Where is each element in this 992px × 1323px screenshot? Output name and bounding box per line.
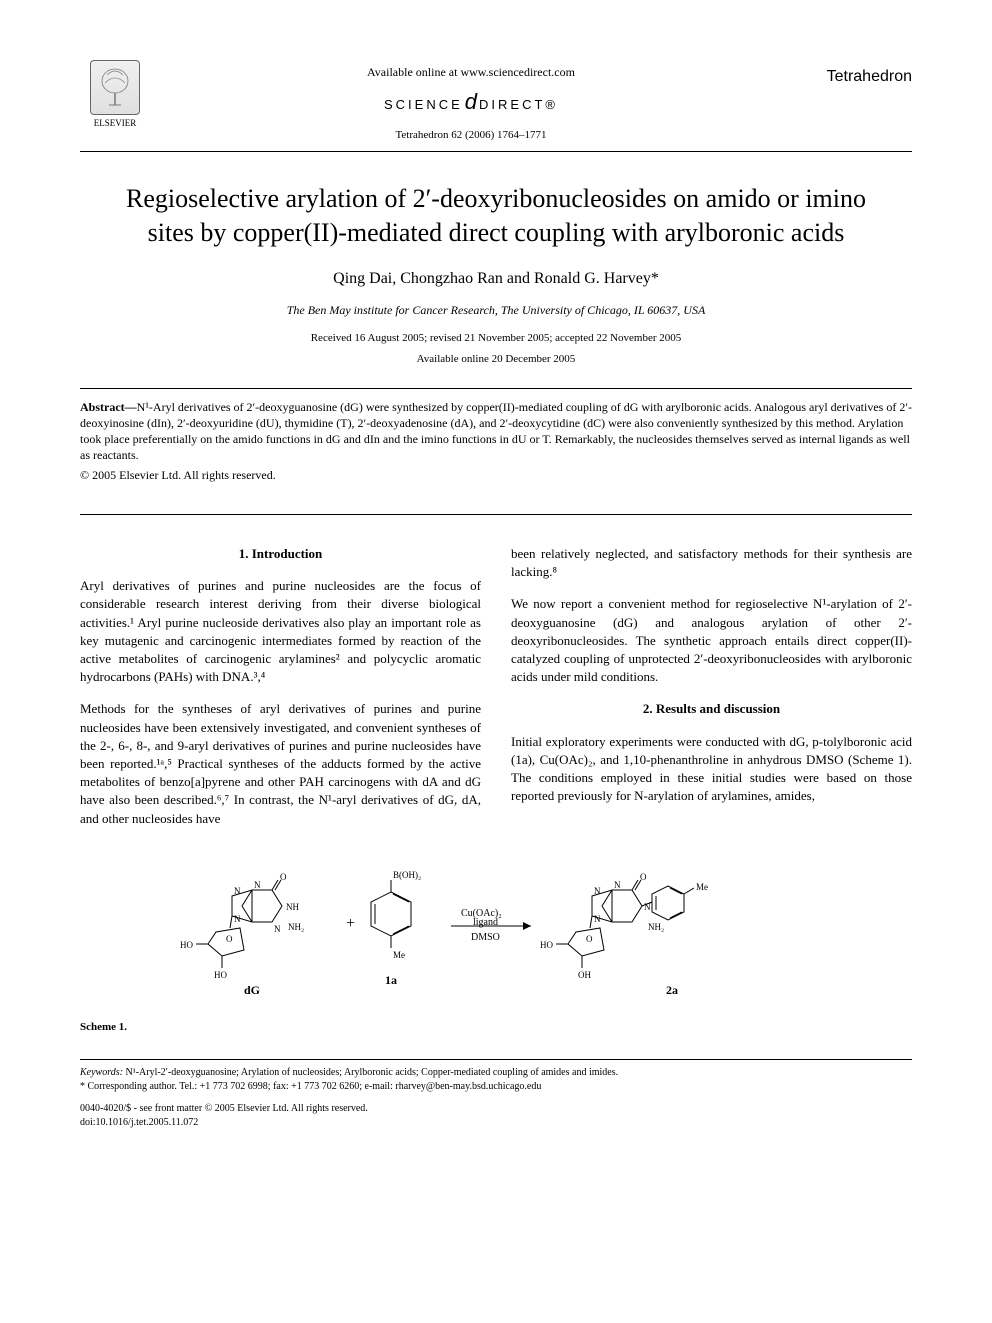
footer: Keywords: N¹-Aryl-2′-deoxyguanosine; Ary… xyxy=(80,1059,912,1130)
svg-text:NH₂: NH₂ xyxy=(648,922,664,932)
abstract-label: Abstract— xyxy=(80,400,137,414)
publisher-logo: ELSEVIER xyxy=(80,60,150,140)
reagent-mid: ligand xyxy=(473,917,498,928)
intro-para-1: Aryl derivatives of purines and purine n… xyxy=(80,577,481,686)
svg-text:HO: HO xyxy=(540,940,553,950)
svg-text:N: N xyxy=(594,886,601,896)
sd-right: DIRECT® xyxy=(479,97,558,112)
header: ELSEVIER Available online at www.science… xyxy=(80,60,912,143)
section-1-heading: 1. Introduction xyxy=(80,545,481,563)
scheme-1-svg: N N N NH N O NH₂ O HO HO dG + xyxy=(176,862,816,1012)
svg-text:HO: HO xyxy=(180,940,193,950)
keywords-text: N¹-Aryl-2′-deoxyguanosine; Arylation of … xyxy=(125,1067,618,1078)
header-center: Available online at www.sciencedirect.co… xyxy=(150,60,792,143)
sd-d-icon: d xyxy=(463,89,479,114)
elsevier-tree-icon xyxy=(90,60,140,115)
available-online-date: Available online 20 December 2005 xyxy=(80,352,912,367)
keywords-label: Keywords: xyxy=(80,1067,125,1078)
available-online-text: Available online at www.sciencedirect.co… xyxy=(150,64,792,81)
left-column: 1. Introduction Aryl derivatives of puri… xyxy=(80,545,481,842)
authors: Qing Dai, Chongzhao Ran and Ronald G. Ha… xyxy=(80,268,912,290)
svg-text:HO: HO xyxy=(214,970,227,980)
header-rule xyxy=(80,151,912,152)
svg-text:Me: Me xyxy=(696,882,708,892)
reagent-bot: DMSO xyxy=(471,932,500,943)
publisher-name: ELSEVIER xyxy=(94,117,137,130)
svg-text:NH₂: NH₂ xyxy=(288,922,304,932)
keywords-line: Keywords: N¹-Aryl-2′-deoxyguanosine; Ary… xyxy=(80,1066,912,1080)
scheme-1: N N N NH N O NH₂ O HO HO dG + xyxy=(80,862,912,1035)
svg-text:N: N xyxy=(234,886,241,896)
corresponding-author: * Corresponding author. Tel.: +1 773 702… xyxy=(80,1080,912,1094)
body-columns: 1. Introduction Aryl derivatives of puri… xyxy=(80,545,912,842)
sciencedirect-logo: SCIENCEdDIRECT® xyxy=(150,87,792,118)
svg-text:O: O xyxy=(586,934,593,944)
journal-name: Tetrahedron xyxy=(792,60,912,88)
abstract-bottom-rule xyxy=(80,514,912,515)
section-2-heading: 2. Results and discussion xyxy=(511,700,912,718)
intro-para-3: been relatively neglected, and satisfact… xyxy=(511,545,912,581)
abstract: Abstract—N¹-Aryl derivatives of 2′-deoxy… xyxy=(80,399,912,464)
svg-text:OH: OH xyxy=(578,970,591,980)
front-matter: 0040-4020/$ - see front matter © 2005 El… xyxy=(80,1102,912,1116)
scheme-1-label: Scheme 1. xyxy=(80,1020,912,1035)
svg-text:O: O xyxy=(640,872,647,882)
svg-text:B(OH)₂: B(OH)₂ xyxy=(393,870,421,880)
received-dates: Received 16 August 2005; revised 21 Nove… xyxy=(80,331,912,346)
svg-text:N: N xyxy=(234,914,241,924)
svg-text:NH: NH xyxy=(286,902,299,912)
svg-text:O: O xyxy=(280,872,287,882)
affiliation: The Ben May institute for Cancer Researc… xyxy=(80,302,912,319)
abstract-copyright: © 2005 Elsevier Ltd. All rights reserved… xyxy=(80,467,912,484)
svg-text:N: N xyxy=(274,924,281,934)
doi: doi:10.1016/j.tet.2005.11.072 xyxy=(80,1116,912,1130)
1a-label: 1a xyxy=(385,973,397,987)
svg-text:O: O xyxy=(226,934,233,944)
sd-left: SCIENCE xyxy=(384,97,463,112)
svg-text:Me: Me xyxy=(393,950,405,960)
right-column: been relatively neglected, and satisfact… xyxy=(511,545,912,842)
journal-reference: Tetrahedron 62 (2006) 1764–1771 xyxy=(150,128,792,143)
article-title: Regioselective arylation of 2′-deoxyribo… xyxy=(110,182,882,250)
intro-para-4: We now report a convenient method for re… xyxy=(511,595,912,686)
dg-label: dG xyxy=(244,983,260,997)
svg-text:N: N xyxy=(594,914,601,924)
intro-para-2: Methods for the syntheses of aryl deriva… xyxy=(80,700,481,827)
svg-text:N: N xyxy=(614,880,621,890)
abstract-top-rule xyxy=(80,388,912,389)
plus-sign: + xyxy=(346,915,355,932)
2a-label: 2a xyxy=(666,983,678,997)
abstract-body: N¹-Aryl derivatives of 2′-deoxyguanosine… xyxy=(80,400,912,463)
svg-text:N: N xyxy=(254,880,261,890)
results-para-1: Initial exploratory experiments were con… xyxy=(511,733,912,806)
